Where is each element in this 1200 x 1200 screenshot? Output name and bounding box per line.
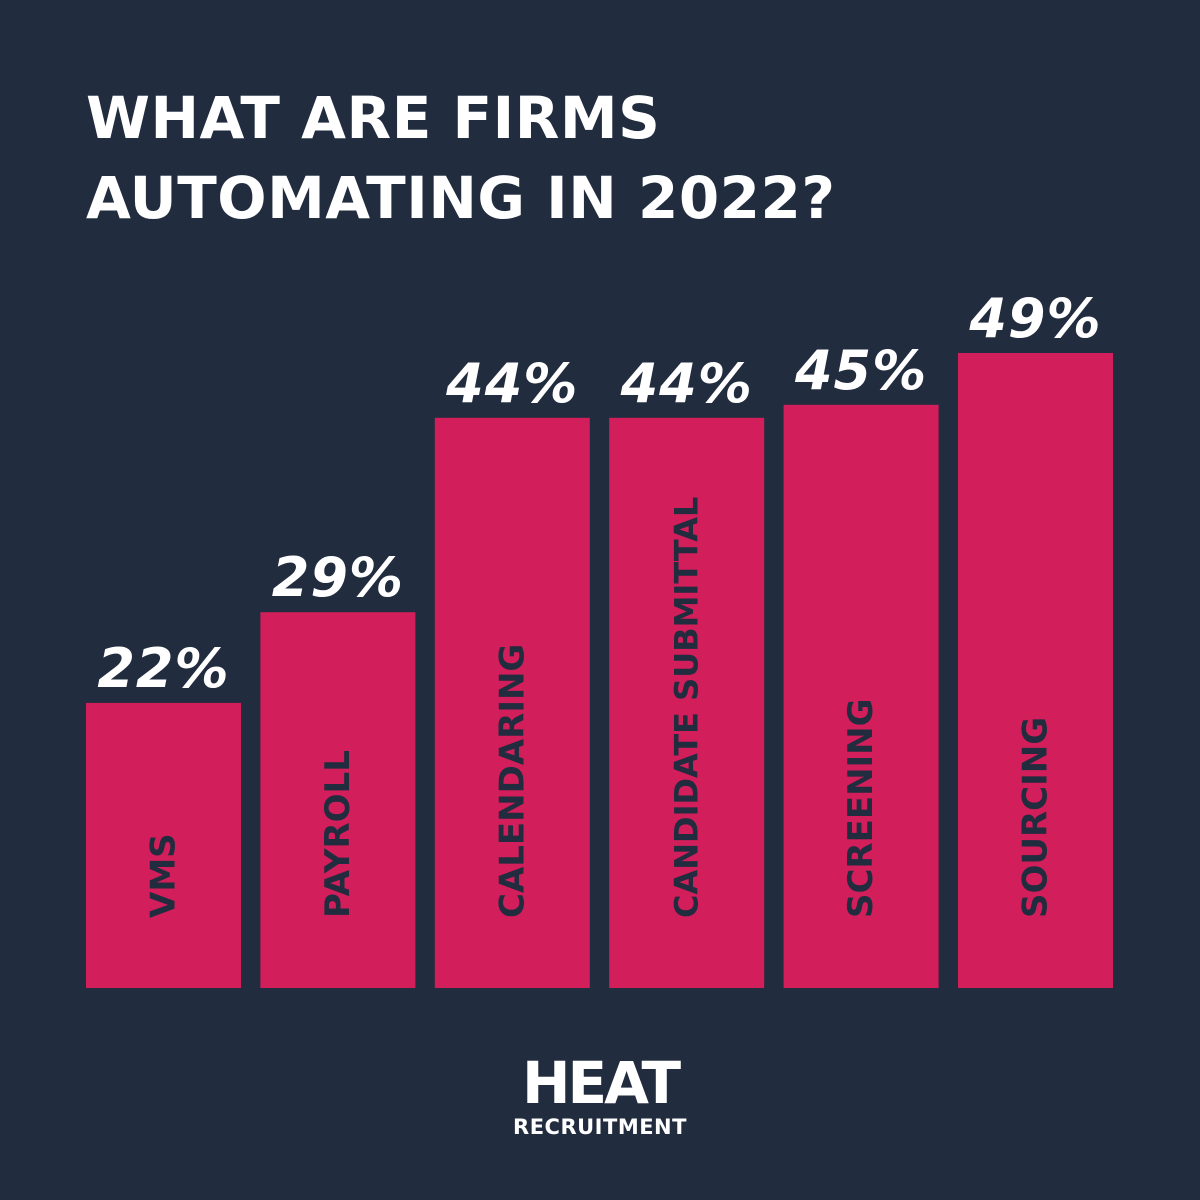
title-line-1: WHAT ARE FIRMS bbox=[86, 84, 661, 152]
bar-group: 45% SCREENING bbox=[783, 339, 939, 988]
category-label: SCREENING bbox=[841, 698, 881, 918]
heat-recruitment-logo: HEAT RECRUITMENT bbox=[0, 1052, 1200, 1140]
data-label: 29% bbox=[272, 546, 404, 609]
data-label: 45% bbox=[794, 339, 927, 402]
logo-subtitle: RECRUITMENT bbox=[513, 1115, 687, 1139]
bar-group: 49% SOURCING bbox=[958, 287, 1113, 988]
data-label: 44% bbox=[620, 352, 753, 415]
bar bbox=[958, 353, 1113, 988]
category-label: CANDIDATE SUBMITTAL bbox=[668, 497, 706, 918]
bar bbox=[783, 404, 939, 988]
bar-group: 44% CALENDARING bbox=[434, 352, 590, 988]
title-line-2: AUTOMATING IN 2022? bbox=[86, 164, 836, 232]
category-label: PAYROLL bbox=[318, 750, 358, 918]
chart-title: WHAT ARE FIRMS AUTOMATING IN 2022? bbox=[86, 78, 836, 238]
category-label: SOURCING bbox=[1016, 717, 1056, 918]
bar-group: 29% PAYROLL bbox=[260, 546, 416, 988]
data-label: 49% bbox=[968, 287, 1101, 350]
bar bbox=[86, 702, 241, 988]
data-label: 22% bbox=[97, 637, 229, 700]
logo-wordmark: HEAT bbox=[521, 1049, 681, 1117]
category-label: CALENDARING bbox=[492, 644, 532, 918]
category-label: VMS bbox=[144, 833, 184, 918]
bar-group: 22% VMS bbox=[86, 637, 241, 988]
bar bbox=[260, 612, 416, 988]
bar bbox=[609, 417, 765, 988]
data-label: 44% bbox=[445, 352, 578, 415]
bar-group: 44% CANDIDATE SUBMITTAL bbox=[609, 352, 765, 988]
bar bbox=[434, 417, 590, 988]
